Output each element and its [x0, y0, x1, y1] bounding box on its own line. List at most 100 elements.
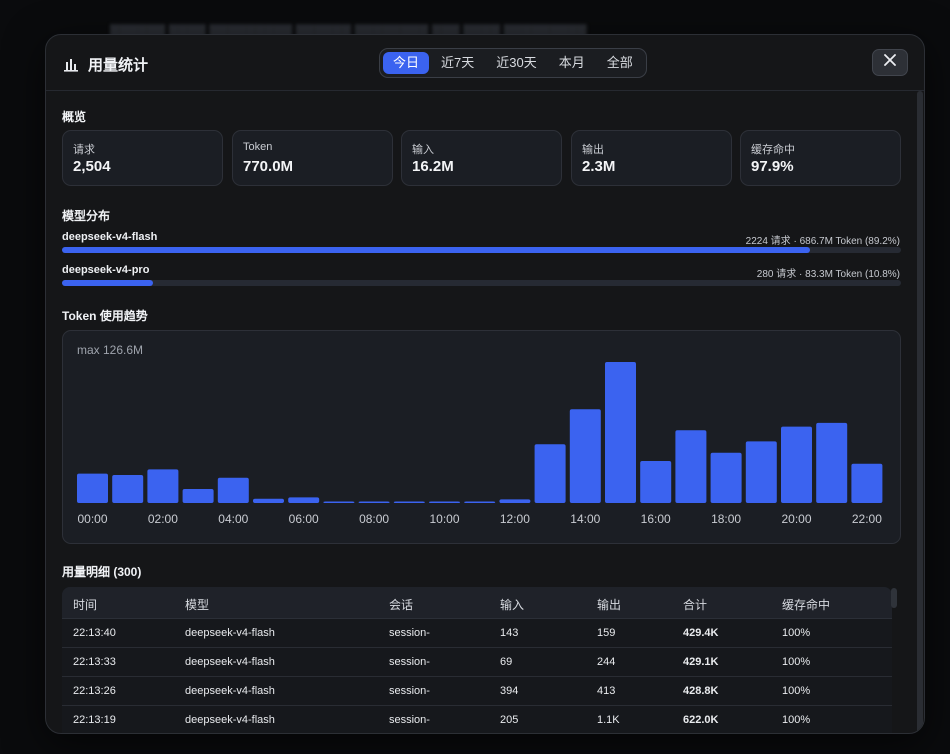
model-distribution-title: 模型分布	[62, 209, 111, 223]
chart-bar-01:00[interactable]	[112, 475, 144, 503]
stat-label: 输出	[582, 144, 604, 156]
model-bar-track-pro	[62, 280, 901, 286]
cell-session: session-	[389, 685, 430, 697]
cell-session: session-	[389, 627, 430, 639]
cell-total: 428.8K	[683, 685, 719, 697]
stat-value: 16.2M	[412, 158, 454, 175]
cell-cache-hit: 100%	[782, 627, 811, 639]
range-tab-all[interactable]: 全部	[606, 55, 633, 70]
table-row[interactable]: 22:13:26 deepseek-v4-flash session- 394 …	[62, 677, 892, 706]
token-trend-chart: max 126.6M 00:00 02:00 04:00 06:00 08:00 10:0…	[62, 330, 901, 544]
table-row[interactable]: 22:13:19 deepseek-v4-flash session- 205 …	[62, 706, 892, 733]
chart-bar-17:00[interactable]	[675, 430, 707, 503]
chart-bar-08:00[interactable]	[358, 501, 390, 504]
x-tick-label: 14:00	[570, 512, 600, 526]
table-row[interactable]: 22:13:40 deepseek-v4-flash session- 143 …	[62, 619, 892, 648]
x-tick-label: 22:00	[852, 512, 882, 526]
chart-bar-14:00[interactable]	[569, 409, 601, 503]
column-header-model: 模型	[185, 598, 210, 612]
chart-bar-12:00[interactable]	[499, 499, 531, 503]
chart-bar-18:00[interactable]	[710, 452, 742, 503]
column-header-session: 会话	[389, 598, 414, 612]
range-tab-30days[interactable]: 近30天	[496, 55, 537, 70]
stat-value: 2.3M	[582, 158, 616, 175]
column-header-input: 输入	[500, 598, 525, 612]
model-bar-track-flash	[62, 247, 901, 253]
chart-bar-16:00[interactable]	[640, 461, 672, 503]
chart-bar-22:00[interactable]	[851, 463, 883, 503]
cell-time: 22:13:40	[73, 627, 116, 639]
stat-value: 2,504	[73, 158, 111, 175]
stat-card-cache-hit: 缓存命中 97.9%	[740, 130, 901, 186]
cell-session: session-	[389, 714, 430, 726]
x-tick-label: 12:00	[500, 512, 530, 526]
cell-output: 413	[597, 685, 616, 697]
cell-cache-hit: 100%	[782, 685, 811, 697]
model-name-pro: deepseek-v4-pro	[62, 264, 150, 276]
stat-value: 97.9%	[751, 158, 794, 175]
cell-time: 22:13:26	[73, 685, 116, 697]
model-bar-fill-pro	[62, 280, 153, 286]
cell-output: 244	[597, 656, 616, 668]
cell-model: deepseek-v4-flash	[185, 685, 275, 697]
usage-stats-modal: 用量统计 今日 近7天 近30天 本月 全部 概览 请求 2,504 Token…	[45, 34, 925, 734]
stat-card-token: Token 770.0M	[232, 130, 393, 186]
model-stats-pro: 280 请求 · 83.3M Token (10.8%)	[756, 269, 900, 280]
close-icon	[883, 53, 897, 72]
stat-label: Token	[243, 141, 273, 153]
stat-label: 输入	[412, 144, 434, 156]
range-tab-7days[interactable]: 近7天	[441, 55, 475, 70]
cell-total: 622.0K	[683, 714, 719, 726]
x-tick-label: 02:00	[148, 512, 178, 526]
stat-value: 770.0M	[243, 158, 294, 175]
stat-card-output: 输出 2.3M	[571, 130, 732, 186]
cell-cache-hit: 100%	[782, 656, 811, 668]
column-header-time: 时间	[73, 598, 98, 612]
chart-bar-13:00[interactable]	[534, 444, 566, 503]
range-tab-today[interactable]: 今日	[383, 52, 430, 74]
model-name-flash: deepseek-v4-flash	[62, 231, 158, 243]
stat-card-input: 输入 16.2M	[401, 130, 562, 186]
chart-bar-03:00[interactable]	[182, 489, 214, 503]
chart-bar-19:00[interactable]	[745, 441, 777, 503]
cell-time: 22:13:33	[73, 656, 116, 668]
chart-bar-02:00[interactable]	[147, 469, 179, 503]
chart-bar-04:00[interactable]	[217, 477, 249, 503]
stat-label: 缓存命中	[751, 144, 795, 156]
range-tab-month[interactable]: 本月	[558, 55, 585, 70]
table-row[interactable]: 22:13:33 deepseek-v4-flash session- 69 2…	[62, 648, 892, 677]
table-header: 时间 模型 会话 输入 输出 合计 缓存命中	[62, 587, 892, 619]
model-bar-fill-flash	[62, 247, 811, 253]
trend-title: Token 使用趋势	[62, 309, 148, 323]
table-scrollbar-thumb[interactable]	[891, 588, 897, 608]
modal-title: 用量统计	[88, 57, 149, 74]
cell-input: 69	[500, 656, 513, 668]
chart-bar-20:00[interactable]	[781, 426, 812, 503]
chart-bar-05:00[interactable]	[253, 498, 284, 503]
cell-output: 1.1K	[597, 714, 620, 726]
details-title: 用量明细 (300)	[62, 565, 142, 579]
chart-bar-00:00[interactable]	[77, 473, 108, 503]
chart-bar-09:00[interactable]	[393, 501, 425, 504]
bar-chart-icon	[62, 56, 80, 74]
cell-model: deepseek-v4-flash	[185, 714, 275, 726]
x-tick-label: 18:00	[711, 512, 741, 526]
chart-bar-06:00[interactable]	[288, 497, 320, 503]
cell-total: 429.1K	[683, 656, 719, 668]
modal-scrollbar-thumb[interactable]	[917, 91, 923, 733]
chart-bar-07:00[interactable]	[323, 501, 355, 504]
chart-bar-10:00[interactable]	[429, 501, 460, 504]
chart-bar-15:00[interactable]	[605, 362, 636, 503]
cell-input: 205	[500, 714, 519, 726]
close-button[interactable]	[872, 49, 908, 76]
trend-chart-svg: max 126.6M 00:00 02:00 04:00 06:00 08:00 10:0…	[77, 343, 883, 526]
x-tick-label: 10:00	[429, 512, 459, 526]
x-tick-label: 00:00	[77, 512, 107, 526]
chart-bar-21:00[interactable]	[816, 422, 848, 503]
cell-time: 22:13:19	[73, 714, 116, 726]
cell-cache-hit: 100%	[782, 714, 811, 726]
chart-bar-11:00[interactable]	[464, 501, 496, 504]
model-stats-flash: 2224 请求 · 686.7M Token (89.2%)	[745, 236, 900, 247]
modal-title-wrap: 用量统计	[62, 54, 148, 75]
cell-model: deepseek-v4-flash	[185, 627, 275, 639]
